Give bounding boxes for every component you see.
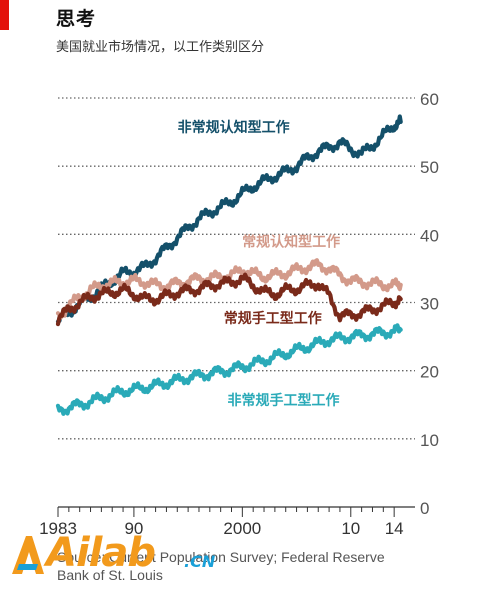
series-line bbox=[55, 258, 403, 320]
line-chart: 1983 90 2000 10 14 0 10 20 30 40 50 60 非常规认知型工作常规认… bbox=[39, 90, 439, 538]
x-tick-label: 90 bbox=[124, 519, 143, 538]
x-tick-label: 1983 bbox=[39, 519, 77, 538]
x-tick-label: 10 bbox=[341, 519, 360, 538]
series-label: 非常规认知型工作 bbox=[178, 119, 290, 136]
x-tick-label: 14 bbox=[385, 519, 404, 538]
y-tick-label: 50 bbox=[420, 158, 439, 177]
chart-subtitle: 美国就业市场情况，以工作类别区分 bbox=[56, 40, 265, 55]
source-line-2: Bank of St. Louis bbox=[57, 567, 163, 583]
watermark-logo: Ailab .CN bbox=[8, 530, 228, 582]
series-lines bbox=[55, 114, 403, 416]
watermark-text: Ailab bbox=[46, 530, 156, 576]
source-line-1: Source: Current Population Survey; Feder… bbox=[57, 549, 385, 565]
x-axis: 1983 90 2000 10 14 bbox=[39, 507, 404, 538]
series-label: 常规认知型工作 bbox=[242, 234, 340, 251]
series-line bbox=[55, 323, 403, 416]
accent-bar bbox=[0, 0, 9, 30]
y-tick-label: 10 bbox=[420, 431, 439, 450]
y-tick-label: 0 bbox=[420, 499, 429, 518]
y-tick-label: 60 bbox=[420, 90, 439, 109]
series-label: 常规手工型工作 bbox=[224, 310, 322, 327]
y-axis: 0 10 20 30 40 50 60 bbox=[420, 90, 439, 518]
watermark-icon bbox=[12, 536, 44, 574]
y-tick-label: 20 bbox=[420, 363, 439, 382]
y-tick-label: 30 bbox=[420, 295, 439, 314]
x-tick-label: 2000 bbox=[223, 519, 261, 538]
gridlines bbox=[58, 97, 415, 508]
y-tick-label: 40 bbox=[420, 226, 439, 245]
watermark-suffix: .CN bbox=[184, 552, 216, 571]
series-line bbox=[55, 272, 403, 327]
chart-title: 思考 bbox=[56, 8, 97, 30]
series-label: 非常规手工型工作 bbox=[228, 392, 340, 409]
